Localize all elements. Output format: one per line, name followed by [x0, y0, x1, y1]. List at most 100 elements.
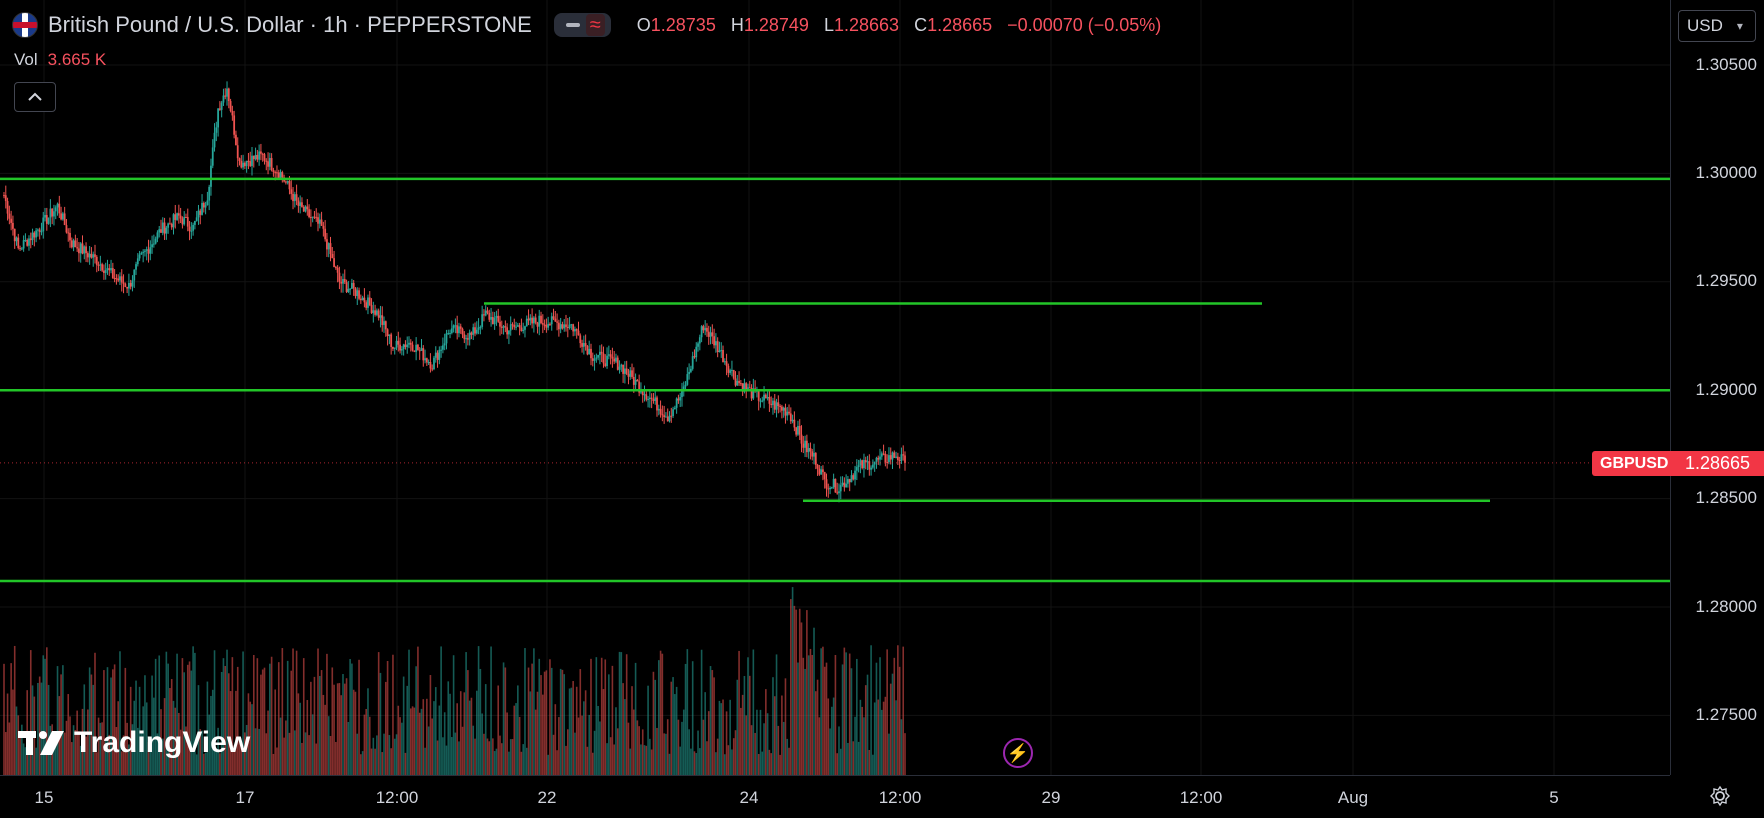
- candle-body: [536, 322, 539, 327]
- volume-bar: [79, 745, 82, 775]
- candle-body: [272, 170, 275, 173]
- collapse-legend-button[interactable]: [14, 82, 56, 112]
- volume-bar: [863, 717, 865, 775]
- candle-body: [777, 402, 780, 407]
- volume-bar: [857, 741, 860, 775]
- candle-body: [470, 332, 473, 335]
- volume-bar: [782, 721, 785, 775]
- candle-body: [731, 369, 733, 371]
- candle-body: [763, 394, 765, 401]
- candle-body: [727, 365, 730, 373]
- volume-bar: [438, 705, 441, 775]
- candle-body: [313, 216, 316, 218]
- volume-bar: [222, 658, 225, 775]
- volume-bar: [342, 674, 344, 775]
- volume-bar: [252, 654, 255, 775]
- candle-body: [315, 217, 318, 219]
- price-axis[interactable]: 1.30500 1.30000 1.29500 1.29000 1.28500 …: [1670, 0, 1764, 775]
- candle-body: [484, 310, 487, 316]
- volume-bar: [81, 708, 84, 775]
- volume-bar: [625, 654, 628, 775]
- indicator-toggle[interactable]: ≈: [553, 13, 611, 37]
- volume-bar: [461, 726, 464, 775]
- candle-body: [127, 282, 130, 289]
- volume-bar: [179, 729, 182, 775]
- volume-bar: [529, 691, 532, 775]
- volume-bar: [138, 686, 141, 775]
- volume-bar: [424, 747, 426, 775]
- volume-bar: [688, 729, 690, 775]
- time-axis[interactable]: 15 17 12:00 22 24 12:00 29 12:00 Aug 5: [0, 775, 1670, 818]
- candle-body: [736, 380, 739, 386]
- candle-body: [372, 310, 375, 314]
- candle-body: [525, 318, 528, 327]
- candle-body: [136, 258, 139, 265]
- candle-body: [529, 317, 532, 321]
- volume-bar: [590, 658, 592, 775]
- symbol-title[interactable]: British Pound / U.S. Dollar · 1h · PEPPE…: [48, 12, 532, 37]
- time-tick: 5: [1549, 788, 1559, 807]
- currency-selector[interactable]: USD ▾: [1678, 10, 1756, 42]
- lightning-icon[interactable]: ⚡: [1003, 738, 1033, 768]
- volume-bar: [174, 707, 177, 775]
- volume-bar: [458, 741, 460, 775]
- tradingview-mark-icon: [18, 729, 66, 757]
- price-chart[interactable]: [0, 0, 1670, 775]
- volume-bar: [773, 696, 776, 775]
- candle-body: [486, 310, 489, 313]
- candle-body: [197, 210, 200, 218]
- chart-settings-gear-icon[interactable]: [1709, 785, 1731, 807]
- volume-bar: [3, 663, 5, 775]
- volume-bar: [691, 661, 694, 775]
- candle-body: [302, 206, 305, 212]
- volume-bar: [747, 657, 749, 775]
- volume-bar: [201, 730, 203, 775]
- candle-body: [877, 457, 880, 460]
- volume-bar: [87, 709, 89, 775]
- volume-bar: [137, 727, 139, 775]
- volume-bar: [793, 605, 796, 775]
- candle-body: [690, 368, 692, 372]
- volume-bar: [697, 730, 699, 775]
- volume-bar: [900, 719, 903, 775]
- candle-body: [13, 228, 16, 242]
- volume-bar: [285, 720, 287, 775]
- candle-body: [347, 288, 350, 292]
- candle-body: [499, 321, 501, 327]
- tradingview-logo: TradingView: [18, 726, 250, 760]
- candle-body: [320, 219, 323, 226]
- volume-bar: [674, 694, 676, 775]
- candle-body: [577, 330, 580, 336]
- volume-bar: [404, 752, 407, 775]
- chart-pane[interactable]: [0, 0, 1670, 775]
- volume-bar: [65, 720, 68, 775]
- candle-body: [345, 282, 348, 292]
- volume-bar: [37, 682, 39, 775]
- volume-bar: [449, 693, 451, 775]
- candle-body: [716, 341, 719, 353]
- candle-body: [160, 229, 162, 233]
- volume-bar: [310, 681, 312, 775]
- candle-body: [891, 452, 894, 460]
- candle-body: [45, 214, 48, 224]
- candle-body: [823, 472, 826, 480]
- volume-bar: [62, 665, 64, 775]
- time-tick: 12:00: [1179, 788, 1223, 807]
- candle-body: [602, 353, 605, 364]
- candle-body: [227, 88, 230, 102]
- volume-bar: [898, 666, 901, 775]
- candle-body: [861, 460, 864, 469]
- candle-body: [713, 336, 715, 346]
- candle-body: [636, 379, 639, 382]
- volume-bar: [813, 627, 815, 775]
- volume-bar: [515, 703, 517, 775]
- volume-bar: [629, 748, 632, 775]
- candle-body: [252, 155, 255, 160]
- candle-body: [343, 278, 346, 283]
- volume-bar: [895, 700, 897, 775]
- volume-bar: [117, 701, 119, 775]
- candle-body: [488, 312, 491, 320]
- volume-bar: [502, 662, 505, 775]
- volume-bar: [452, 655, 455, 775]
- volume-bar: [108, 734, 111, 775]
